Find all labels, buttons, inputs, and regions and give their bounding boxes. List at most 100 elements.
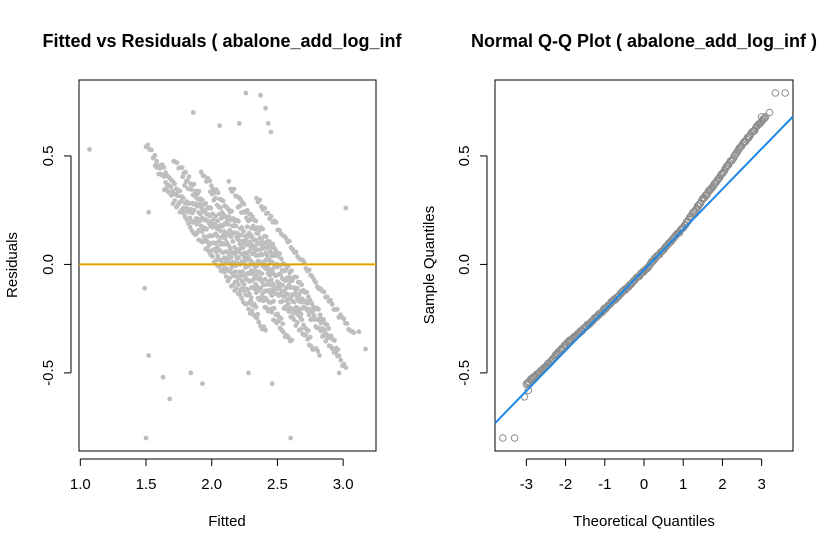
residual-point: [293, 290, 299, 296]
residual-point: [264, 253, 270, 258]
residual-point: [194, 221, 200, 227]
residual-point: [160, 374, 166, 380]
residual-point: [227, 227, 233, 233]
residual-point: [318, 320, 324, 326]
residual-point: [268, 300, 274, 305]
residual-point: [277, 251, 282, 257]
residual-point: [277, 227, 282, 233]
x-tick-label: 3.0: [333, 476, 354, 493]
residual-point: [238, 232, 244, 238]
residual-point: [294, 285, 300, 291]
residual-point: [225, 222, 231, 227]
residual-point: [183, 169, 188, 175]
residual-point: [208, 205, 214, 211]
residual-point: [218, 205, 224, 211]
residual-point: [201, 238, 207, 244]
residual-point: [186, 221, 191, 226]
residual-point: [356, 329, 362, 335]
residual-point: [245, 287, 251, 293]
residual-point: [283, 268, 288, 273]
residual-point: [179, 165, 185, 170]
residual-point: [207, 178, 213, 184]
residual-point: [184, 217, 190, 223]
residual-point: [228, 217, 234, 223]
residual-point: [175, 193, 181, 199]
residual-point: [248, 244, 254, 250]
residual-point: [149, 147, 154, 153]
residual-point: [280, 282, 285, 288]
residual-point: [261, 245, 267, 251]
residual-point: [260, 282, 266, 288]
residual-point: [330, 346, 335, 352]
residual-point: [287, 238, 292, 244]
residual-point: [199, 229, 205, 235]
residual-point: [209, 191, 215, 197]
residual-point: [143, 435, 149, 441]
residual-point: [270, 241, 276, 247]
residual-point: [321, 327, 327, 333]
residual-point: [286, 309, 292, 314]
normal-qq-chart: Normal Q-Q Plot ( abalone_add_log_inf ) …: [421, 31, 817, 530]
residual-point: [305, 308, 310, 313]
residual-point: [253, 304, 259, 310]
residual-point: [282, 293, 288, 299]
residual-point: [249, 308, 255, 314]
residual-point: [188, 187, 194, 192]
residual-point: [321, 317, 326, 322]
residual-point: [316, 316, 322, 322]
residual-point: [220, 214, 226, 220]
residual-point: [213, 213, 219, 219]
residual-point: [215, 190, 221, 196]
x-tick-label: -3: [520, 476, 533, 493]
residual-point: [306, 328, 311, 333]
x-tick-label: 1: [679, 476, 687, 493]
residual-point: [231, 273, 236, 279]
residual-point: [215, 253, 221, 259]
residual-point: [217, 211, 223, 217]
residual-point: [259, 294, 264, 300]
residual-point: [252, 226, 258, 232]
residual-point: [267, 239, 272, 245]
residual-point: [258, 92, 263, 98]
residual-point: [343, 205, 349, 211]
residual-point: [271, 305, 277, 311]
normal-qq-x-axis: -3 -2 -1 0 1 2 3: [520, 458, 766, 493]
residual-point: [262, 276, 268, 282]
residual-point: [255, 231, 261, 237]
residual-point: [212, 221, 218, 227]
residual-point: [263, 105, 268, 111]
residual-point: [277, 286, 283, 292]
residual-point: [303, 332, 309, 338]
residual-point: [240, 269, 246, 275]
residual-point: [334, 306, 340, 312]
x-tick-label: -1: [598, 476, 611, 493]
residual-point: [265, 121, 271, 126]
residual-point: [191, 181, 197, 187]
residual-point: [195, 196, 201, 202]
residual-point: [279, 299, 285, 304]
residual-point: [256, 319, 262, 325]
residual-point: [190, 110, 196, 115]
residual-point: [226, 178, 232, 184]
qq-point: [524, 386, 533, 395]
residual-point: [276, 318, 281, 324]
residual-point: [276, 293, 282, 298]
residual-point: [232, 230, 238, 236]
residual-point: [210, 254, 215, 259]
residual-point: [154, 158, 160, 164]
normal-qq-points: [499, 89, 790, 442]
residual-point: [236, 218, 241, 224]
residual-point: [258, 286, 264, 291]
qq-point: [771, 89, 780, 97]
residual-point: [283, 278, 288, 284]
residual-point: [196, 188, 202, 194]
residual-point: [333, 349, 339, 355]
residual-point: [217, 228, 223, 234]
fitted-residuals-x-axis: 1.0 1.5 2.0 2.5 3.0: [70, 458, 354, 493]
x-tick-label: 1.0: [70, 476, 91, 493]
residual-point: [328, 298, 333, 303]
normal-qq-title: Normal Q-Q Plot ( abalone_add_log_inf ): [471, 31, 817, 51]
x-tick-label: 2.5: [267, 476, 288, 493]
residual-point: [228, 255, 234, 260]
